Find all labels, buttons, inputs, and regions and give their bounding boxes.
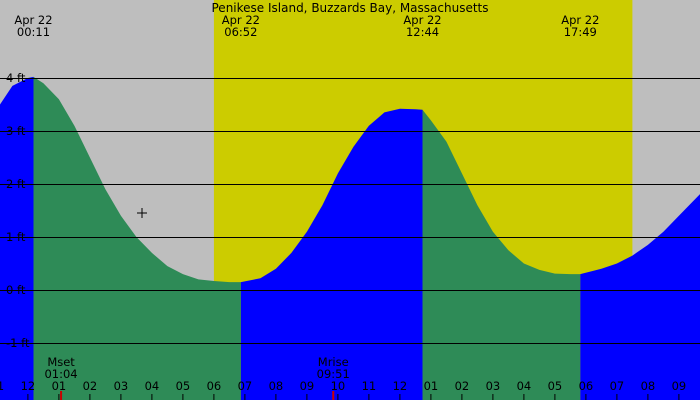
y-tick-label: 2 ft [6,177,26,191]
falling-tide-area [33,76,241,400]
x-tick-label: 08 [641,379,656,393]
x-tick-label: 12 [393,379,408,393]
x-tick-label: 04 [145,379,160,393]
moon-event-time: 09:51 [317,367,350,381]
extreme-date-label: Apr 22 [14,13,52,27]
x-tick-label: 03 [486,379,501,393]
x-tick-label: 03 [114,379,129,393]
x-tick-label: 02 [83,379,98,393]
x-tick-label: 07 [238,379,253,393]
y-tick-label: 3 ft [6,124,26,138]
cursor-marker [137,208,147,218]
y-tick-label: 1 ft [6,230,26,244]
moon-event-label: Mrise [318,355,349,369]
extreme-date-label: Apr 22 [222,13,260,27]
x-tick-label: 09 [672,379,687,393]
x-tick-label: 11 [0,379,4,393]
gridline-layer [0,78,700,344]
falling-tide-area [422,109,581,400]
tide-area-layer [0,76,700,400]
extreme-date-label: Apr 22 [403,13,441,27]
x-tick-label: 06 [579,379,594,393]
rising-tide-area [240,108,423,400]
tick-layer: -1 ft 0 ft 1 ft 2 ft 3 ft 4 ft 11 12 01 02 03 04 05 0… [0,71,686,400]
x-tick-label: 08 [269,379,284,393]
x-tick-label: 02 [455,379,470,393]
moon-event-time: 01:04 [44,367,77,381]
x-tick-label: 04 [517,379,532,393]
x-tick-label: 01 [52,379,67,393]
y-tick-label: 0 ft [6,283,26,297]
extreme-time-label: 00:11 [17,25,50,39]
extreme-date-label: Apr 22 [561,13,599,27]
x-tick-label: 09 [300,379,315,393]
x-tick-label: 06 [207,379,222,393]
y-tick-label: -1 ft [6,336,30,350]
extreme-time-label: 06:52 [224,25,257,39]
x-tick-label: 07 [610,379,625,393]
chart-title: Penikese Island, Buzzards Bay, Massachus… [212,1,489,15]
rising-tide-area [0,76,34,400]
x-tick-label: 12 [21,379,36,393]
moon-event-label: Mset [47,355,75,369]
x-tick-label: 05 [176,379,191,393]
x-tick-label: 10 [331,379,346,393]
x-tick-label: 01 [424,379,439,393]
extreme-time-label: 12:44 [406,25,439,39]
extreme-time-label: 17:49 [564,25,597,39]
x-tick-label: 05 [548,379,563,393]
x-tick-label: 11 [362,379,377,393]
y-tick-label: 4 ft [6,71,26,85]
rising-tide-area [580,194,700,400]
